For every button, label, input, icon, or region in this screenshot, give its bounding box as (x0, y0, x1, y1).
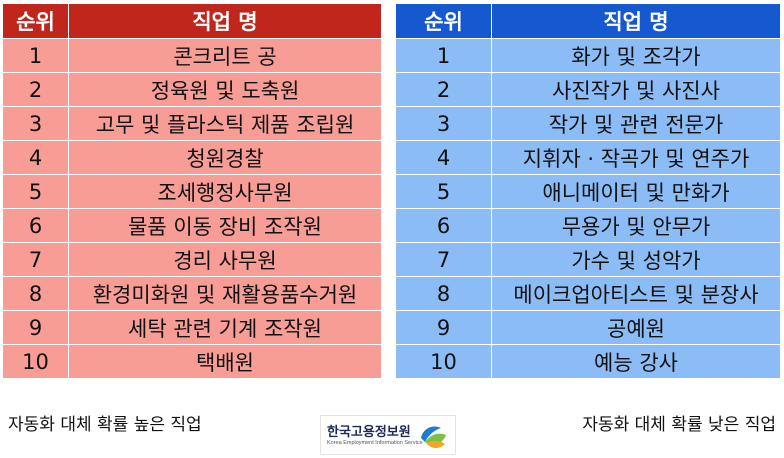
table-row: 9 공예원 (395, 310, 781, 345)
logo-name: 한국고용정보원 (327, 425, 411, 440)
job-cell: 공예원 (491, 310, 781, 345)
table-row: 5 애니메이터 및 만화가 (395, 174, 781, 209)
high-automation-caption: 자동화 대체 확률 높은 직업 (8, 415, 202, 435)
rank-cell: 6 (395, 208, 492, 243)
table-row: 9 세탁 관련 기계 조작원 (2, 310, 382, 345)
rank-column-header: 순위 (2, 3, 69, 39)
job-column-header: 직업 명 (491, 3, 781, 39)
rank-cell: 2 (2, 72, 69, 107)
job-cell: 작가 및 관련 전문가 (491, 106, 781, 141)
table-row: 2 정육원 및 도축원 (2, 72, 382, 107)
table-header-row: 순위 직업 명 (2, 3, 382, 39)
job-cell: 물품 이동 장비 조작원 (68, 208, 382, 243)
job-cell: 메이크업아티스트 및 분장사 (491, 276, 781, 311)
table-header-row: 순위 직업 명 (395, 3, 781, 39)
job-cell: 예능 강사 (491, 344, 781, 379)
table-row: 6 무용가 및 안무가 (395, 208, 781, 243)
table-row: 8 환경미화원 및 재활용품수거원 (2, 276, 382, 311)
job-cell: 가수 및 성악가 (491, 242, 781, 277)
table-row: 7 경리 사무원 (2, 242, 382, 277)
job-cell: 청원경찰 (68, 140, 382, 175)
job-cell: 화가 및 조각가 (491, 38, 781, 73)
rank-cell: 3 (2, 106, 69, 141)
job-cell: 사진작가 및 사진사 (491, 72, 781, 107)
table-row: 5 조세행정사무원 (2, 174, 382, 209)
rank-cell: 10 (395, 344, 492, 379)
table-row: 6 물품 이동 장비 조작원 (2, 208, 382, 243)
rank-cell: 5 (395, 174, 492, 209)
keis-leaf-logo-icon (421, 426, 446, 449)
job-cell: 경리 사무원 (68, 242, 382, 277)
rank-cell: 3 (395, 106, 492, 141)
job-cell: 무용가 및 안무가 (491, 208, 781, 243)
table-row: 10 예능 강사 (395, 344, 781, 379)
rank-cell: 2 (395, 72, 492, 107)
job-cell: 지휘자 · 작곡가 및 연주가 (491, 140, 781, 175)
table-row: 1 콘크리트 공 (2, 38, 382, 73)
table-row: 1 화가 및 조각가 (395, 38, 781, 73)
rank-cell: 9 (395, 310, 492, 345)
rank-cell: 4 (2, 140, 69, 175)
rank-cell: 1 (395, 38, 492, 73)
high-automation-jobs-table: 순위 직업 명 1 콘크리트 공 2 정육원 및 도축원 3 고무 및 플라스틱 제품… (2, 3, 382, 379)
rank-cell: 8 (2, 276, 69, 311)
low-automation-caption: 자동화 대체 확률 낮은 직업 (582, 415, 776, 435)
table-row: 10 택배원 (2, 344, 382, 379)
table-row: 3 작가 및 관련 전문가 (395, 106, 781, 141)
table-row: 4 지휘자 · 작곡가 및 연주가 (395, 140, 781, 175)
job-cell: 애니메이터 및 만화가 (491, 174, 781, 209)
table-row: 2 사진작가 및 사진사 (395, 72, 781, 107)
table-row: 4 청원경찰 (2, 140, 382, 175)
rank-cell: 5 (2, 174, 69, 209)
low-automation-jobs-table: 순위 직업 명 1 화가 및 조각가 2 사진작가 및 사진사 3 작가 및 관련 전… (395, 3, 781, 379)
rank-cell: 9 (2, 310, 69, 345)
job-column-header: 직업 명 (68, 3, 382, 39)
job-cell: 조세행정사무원 (68, 174, 382, 209)
table-row: 8 메이크업아티스트 및 분장사 (395, 276, 781, 311)
rank-cell: 7 (2, 242, 69, 277)
job-cell: 택배원 (68, 344, 382, 379)
rank-cell: 8 (395, 276, 492, 311)
table-row: 3 고무 및 플라스틱 제품 조립원 (2, 106, 382, 141)
logo-subtitle: Korea Employment Information Service (327, 440, 423, 446)
table-row: 7 가수 및 성악가 (395, 242, 781, 277)
job-cell: 고무 및 플라스틱 제품 조립원 (68, 106, 382, 141)
job-cell: 콘크리트 공 (68, 38, 382, 73)
rank-cell: 10 (2, 344, 69, 379)
rank-column-header: 순위 (395, 3, 492, 39)
rank-cell: 6 (2, 208, 69, 243)
keis-logo: 한국고용정보원 Korea Employment Information Ser… (320, 415, 456, 455)
rank-cell: 4 (395, 140, 492, 175)
job-cell: 세탁 관련 기계 조작원 (68, 310, 382, 345)
rank-cell: 7 (395, 242, 492, 277)
rank-cell: 1 (2, 38, 69, 73)
job-cell: 정육원 및 도축원 (68, 72, 382, 107)
job-cell: 환경미화원 및 재활용품수거원 (68, 276, 382, 311)
